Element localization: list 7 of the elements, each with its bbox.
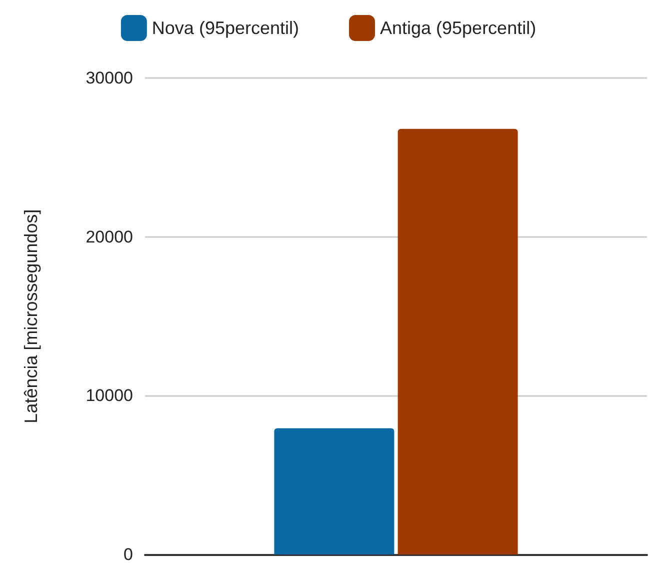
y-tick-label: 0 (124, 545, 133, 563)
y-tick-label: 30000 (86, 68, 133, 88)
y-axis-title: Latência [microssegundos] (21, 209, 41, 424)
y-tick-label: 10000 (86, 386, 133, 406)
legend-label: Nova (95percentil) (152, 18, 299, 38)
legend-label: Antiga (95percentil) (380, 18, 536, 38)
y-tick-label: 20000 (86, 227, 133, 246)
